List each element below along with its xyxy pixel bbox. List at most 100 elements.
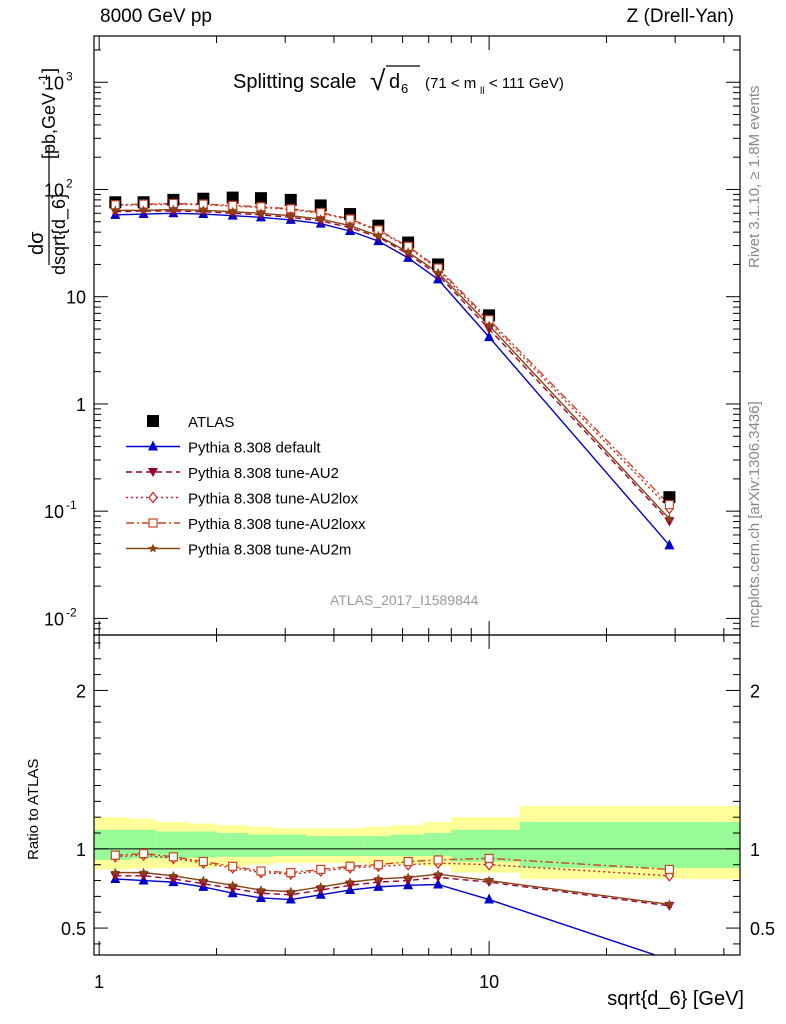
main-point-s5-9 (373, 230, 384, 240)
main-series-line-2 (115, 210, 670, 523)
ratio-point-s3-6 (286, 868, 296, 878)
legend-label-1: Pythia 8.308 default (188, 440, 321, 457)
main-point-s1-12 (484, 331, 495, 342)
main-point-s5-13 (664, 513, 675, 523)
ratio-stat-uncertainty-band (333, 836, 365, 856)
legend-label-5: Pythia 8.308 tune-AU2m (188, 542, 351, 559)
ratio-point-s4-11 (433, 869, 443, 879)
chart-title-d6: d (389, 71, 400, 93)
ratio-point-s4-4 (227, 880, 238, 890)
main-point-s5-5 (256, 208, 266, 218)
main-point-s5-1 (138, 205, 149, 215)
y-tick-label: 10 (44, 502, 64, 522)
ratio-y-tick-label-left: 0.5 (61, 919, 86, 939)
ratio-stat-uncertainty-band (306, 836, 334, 856)
main-point-s1-13 (664, 539, 675, 550)
chart-title-range-end: < 111 GeV) (489, 75, 564, 92)
legend-label-4: Pythia 8.308 tune-AU2loxx (188, 516, 366, 533)
ratio-series-line-2 (115, 854, 670, 877)
ratio-stat-uncertainty-band (364, 836, 391, 856)
ratio-point-s1-3 (198, 879, 209, 889)
ratio-point-s3-11 (433, 855, 443, 865)
legend-label-3: Pythia 8.308 tune-AU2lox (188, 491, 359, 508)
main-point-s5-12 (484, 320, 494, 330)
main-point-s5-0 (110, 205, 121, 215)
ratio-point-s1-11 (433, 873, 444, 883)
ratio-y-tick-label-left: 2 (76, 681, 86, 701)
svg-text:dsqrt{d_6}: dsqrt{d_6} (49, 193, 70, 275)
ratio-frame (93, 634, 741, 956)
main-series-line-1 (115, 212, 670, 546)
y-tick-label-exponent: 3 (66, 69, 73, 83)
ratio-point-s1-0 (110, 871, 121, 881)
legend-label-0: ATLAS (188, 414, 234, 431)
ratio-stat-uncertainty-band (216, 833, 248, 857)
side-label-rivet: Rivet 3.1.10, ≥ 1.8M events (746, 85, 763, 269)
ratio-point-s3-4 (228, 861, 238, 871)
ratio-series-line-4 (115, 871, 670, 906)
ratio-point-s4-0 (110, 867, 121, 877)
legend-marker-2 (148, 468, 158, 477)
main-point-s0-5 (254, 192, 267, 205)
ratio-series-line-1 (115, 875, 670, 907)
ratio-point-s3-12 (484, 853, 494, 863)
legend-marker-3 (148, 491, 158, 504)
ratio-stat-uncertainty-band (273, 834, 307, 856)
ratio-y-tick-label-right: 0.5 (750, 919, 775, 939)
ratio-point-s3-3 (198, 856, 208, 867)
main-point-s2-12 (484, 324, 495, 334)
ratio-point-s4-8 (345, 877, 355, 887)
chart-title-sqrt: √ (370, 65, 386, 96)
y-tick-label: 10 (44, 73, 64, 93)
ratio-point-s4-2 (168, 870, 179, 880)
ratio-point-s4-6 (286, 886, 296, 896)
main-point-s5-11 (433, 267, 443, 277)
ratio-point-s1-6 (285, 890, 296, 900)
ratio-point-s1-2 (168, 874, 179, 884)
legend-marker-5 (148, 543, 158, 553)
legend-label-2: Pythia 8.308 tune-AU2 (188, 465, 339, 482)
main-point-s5-7 (316, 214, 326, 224)
ratio-point-s3-2 (168, 852, 178, 862)
main-point-s5-6 (286, 210, 296, 220)
ratio-stat-uncertainty-band (390, 834, 424, 856)
y-tick-label: 1 (76, 395, 86, 415)
ratio-point-s1-7 (315, 886, 326, 896)
main-point-s5-4 (227, 206, 238, 216)
y-tick-label: 10 (66, 288, 86, 308)
ratio-point-s0-11 (433, 878, 444, 889)
ratio-y-tick-label-left: 1 (76, 840, 86, 860)
ratio-point-s4-7 (316, 881, 326, 891)
ratio-stat-uncertainty-band (519, 821, 740, 868)
main-point-s0-6 (284, 193, 297, 206)
ratio-point-s1-10 (403, 876, 414, 886)
ratio-point-s4-9 (373, 874, 384, 883)
y-tick-label-exponent: 2 (66, 176, 73, 190)
watermark: ATLAS_2017_I1589844 (330, 592, 479, 608)
main-point-s4-13 (664, 500, 675, 510)
ratio-y-tick-label-right: 1 (750, 840, 760, 860)
ratio-point-s1-9 (373, 878, 384, 888)
legend-marker-1 (148, 440, 158, 451)
ratio-point-s3-9 (373, 860, 383, 870)
main-point-s5-3 (198, 205, 209, 215)
chart-title-range: (71 < m (425, 75, 476, 92)
ratio-point-s3-13 (664, 864, 675, 875)
header-right: Z (Drell-Yan) (626, 6, 734, 27)
y-tick-label-exponent: -2 (66, 605, 77, 619)
y-tick-label-exponent: -1 (66, 498, 77, 512)
ratio-point-s4-1 (138, 867, 149, 877)
main-point-s5-2 (168, 204, 179, 214)
main-point-s5-10 (403, 247, 413, 257)
ratio-point-s1-4 (227, 884, 238, 894)
chart-title: Splitting scale (233, 71, 356, 93)
legend-marker-4 (148, 518, 158, 528)
x-tick-label: 1 (94, 972, 104, 992)
main-point-s5-8 (345, 220, 355, 230)
ratio-y-tick-label-right: 2 (750, 681, 760, 701)
ratio-point-s3-5 (256, 866, 266, 876)
ratio-point-s1-5 (255, 889, 266, 899)
header-left: 8000 GeV pp (100, 6, 212, 27)
ratio-stat-uncertainty-band (189, 831, 217, 858)
